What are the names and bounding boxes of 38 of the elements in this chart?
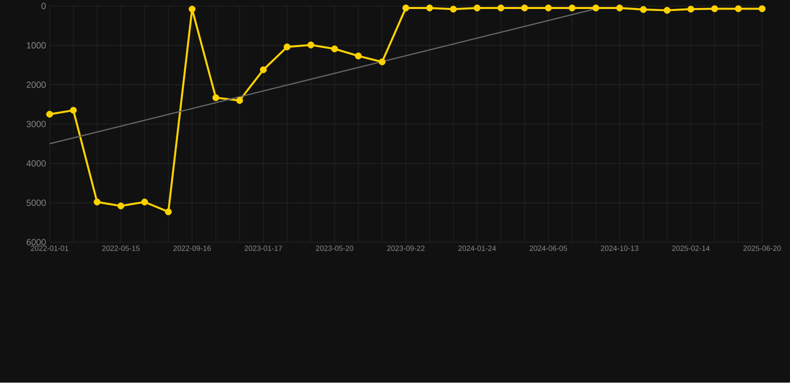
point: [164, 208, 172, 216]
point: [592, 4, 600, 12]
point: [188, 6, 196, 13]
point: [354, 52, 362, 60]
point: [640, 6, 647, 14]
point: [212, 94, 220, 102]
point: [711, 5, 718, 12]
point: [284, 44, 291, 51]
point: [307, 42, 314, 49]
y-tick-label: 2000: [26, 82, 46, 88]
point: [544, 4, 552, 12]
y-tick-label: 0: [41, 2, 46, 10]
point: [402, 4, 410, 12]
point: [687, 6, 694, 13]
point: [378, 58, 386, 66]
point: [474, 4, 481, 12]
point: [521, 4, 528, 12]
y-tick-label: 4000: [26, 160, 46, 167]
point: [664, 7, 671, 14]
y-tick-label: 6000: [26, 239, 46, 246]
point: [331, 46, 338, 52]
point: [568, 4, 576, 12]
point: [141, 198, 148, 206]
point: [734, 5, 742, 12]
point: [450, 6, 457, 13]
point: [616, 4, 624, 12]
point: [117, 202, 124, 210]
y-tick-label: 3000: [26, 121, 46, 128]
point: [426, 4, 434, 12]
point: [497, 4, 504, 12]
point: [94, 198, 101, 206]
point: [46, 110, 54, 118]
point: [236, 97, 244, 104]
y-tick-label: 1000: [26, 42, 46, 49]
y-tick-label: 5000: [26, 200, 46, 206]
point: [758, 5, 766, 12]
point: [70, 107, 77, 114]
point: [260, 66, 267, 74]
